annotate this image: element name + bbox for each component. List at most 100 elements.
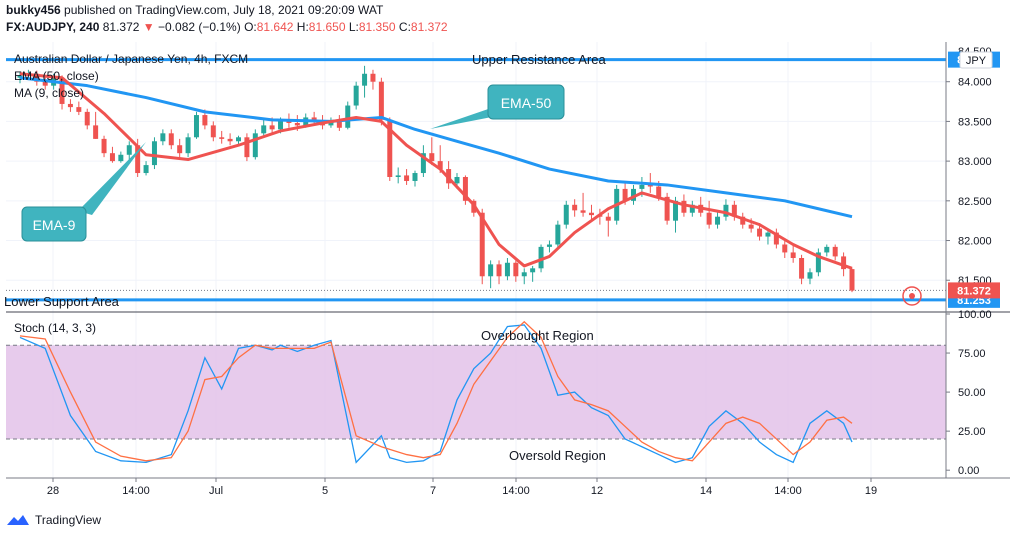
candle-body[interactable]	[387, 119, 393, 177]
candle-body[interactable]	[345, 105, 351, 128]
candle-body[interactable]	[168, 133, 174, 146]
candle-body[interactable]	[395, 175, 401, 177]
candle-body[interactable]	[67, 103, 73, 108]
candle-body[interactable]	[630, 188, 636, 201]
candle-body[interactable]	[101, 138, 107, 154]
stoch-pane[interactable]	[6, 320, 946, 464]
candle-body[interactable]	[236, 137, 242, 142]
candle-body[interactable]	[126, 145, 132, 155]
candle-body[interactable]	[269, 125, 275, 130]
candle-body[interactable]	[193, 115, 199, 138]
candle-body[interactable]	[378, 81, 384, 120]
candle-body[interactable]	[362, 73, 368, 86]
candle-body[interactable]	[118, 154, 124, 162]
candle-body[interactable]	[370, 73, 376, 82]
candle-body[interactable]	[177, 145, 183, 154]
candle-body[interactable]	[647, 184, 653, 187]
candle-body[interactable]	[588, 212, 594, 216]
alert-marker[interactable]	[902, 286, 922, 306]
candle-body[interactable]	[244, 137, 250, 158]
candle-body[interactable]	[521, 272, 527, 277]
candle-body[interactable]	[412, 173, 418, 181]
stoch-d-line[interactable]	[19, 320, 853, 462]
candle-body[interactable]	[740, 216, 746, 225]
candle-body[interactable]	[429, 153, 435, 162]
candle-body[interactable]	[420, 153, 426, 174]
candle-body[interactable]	[748, 224, 754, 229]
candle-body[interactable]	[17, 75, 23, 78]
candle-body[interactable]	[185, 137, 191, 154]
candle-body[interactable]	[555, 224, 561, 245]
candle-body[interactable]	[689, 204, 695, 213]
candle-body[interactable]	[42, 81, 48, 86]
candle-body[interactable]	[605, 216, 611, 221]
candle-body[interactable]	[656, 186, 662, 197]
candle-body[interactable]	[824, 246, 830, 253]
candle-body[interactable]	[311, 117, 317, 122]
ema50-line[interactable]	[19, 76, 853, 219]
candle-body[interactable]	[479, 212, 485, 277]
candle-body[interactable]	[227, 138, 233, 142]
candle-body[interactable]	[336, 121, 342, 128]
ma9-line[interactable]	[19, 72, 853, 270]
candle-body[interactable]	[731, 204, 737, 217]
candle-body[interactable]	[815, 252, 821, 273]
candle-body[interactable]	[782, 244, 788, 253]
candle-body[interactable]	[673, 200, 679, 221]
candle-body[interactable]	[93, 125, 99, 139]
candle-body[interactable]	[513, 262, 519, 277]
candle-body[interactable]	[278, 121, 284, 130]
candle-body[interactable]	[210, 125, 216, 138]
candle-body[interactable]	[664, 196, 670, 221]
candle-body[interactable]	[504, 262, 510, 277]
candle-body[interactable]	[59, 77, 65, 104]
candle-body[interactable]	[76, 107, 82, 112]
candle-body[interactable]	[639, 184, 645, 189]
candle-body[interactable]	[849, 269, 855, 291]
candle-body[interactable]	[143, 165, 149, 174]
candle-body[interactable]	[841, 256, 847, 270]
candle-body[interactable]	[252, 133, 258, 158]
candle-body[interactable]	[34, 73, 40, 82]
candle-body[interactable]	[681, 200, 687, 213]
candle-body[interactable]	[496, 264, 502, 277]
candle-body[interactable]	[328, 121, 334, 126]
candle-body[interactable]	[294, 123, 300, 126]
candle-body[interactable]	[109, 153, 115, 162]
candle-body[interactable]	[765, 232, 771, 237]
candle-body[interactable]	[538, 246, 544, 269]
candle-body[interactable]	[790, 252, 796, 258]
candle-body[interactable]	[832, 246, 838, 257]
tradingview-logo[interactable]: TradingView	[6, 513, 101, 527]
stoch-k-line[interactable]	[19, 324, 853, 464]
candle-body[interactable]	[723, 204, 729, 217]
candle-body[interactable]	[151, 141, 157, 166]
candle-body[interactable]	[462, 177, 468, 201]
candle-body[interactable]	[706, 212, 712, 225]
candle-body[interactable]	[286, 121, 292, 123]
candle-body[interactable]	[546, 244, 552, 247]
candle-body[interactable]	[757, 228, 763, 237]
candle-body[interactable]	[202, 115, 208, 126]
candle-body[interactable]	[437, 161, 443, 170]
candle-body[interactable]	[160, 133, 166, 142]
candle-body[interactable]	[404, 175, 410, 181]
candle-body[interactable]	[580, 210, 586, 213]
candle-body[interactable]	[530, 268, 536, 273]
price-pane[interactable]	[6, 58, 946, 302]
candle-body[interactable]	[261, 125, 267, 134]
candle-body[interactable]	[353, 85, 359, 106]
candle-body[interactable]	[219, 137, 225, 139]
candle-body[interactable]	[773, 232, 779, 245]
publisher-username[interactable]: bukky456	[6, 3, 61, 17]
candle-body[interactable]	[715, 216, 721, 225]
candle-body[interactable]	[454, 177, 460, 184]
candle-body[interactable]	[572, 204, 578, 211]
candle-body[interactable]	[84, 111, 90, 126]
candle-body[interactable]	[135, 145, 141, 174]
candle-body[interactable]	[563, 204, 569, 225]
candle-body[interactable]	[622, 188, 628, 201]
candle-body[interactable]	[807, 272, 813, 279]
candle-body[interactable]	[799, 258, 805, 279]
